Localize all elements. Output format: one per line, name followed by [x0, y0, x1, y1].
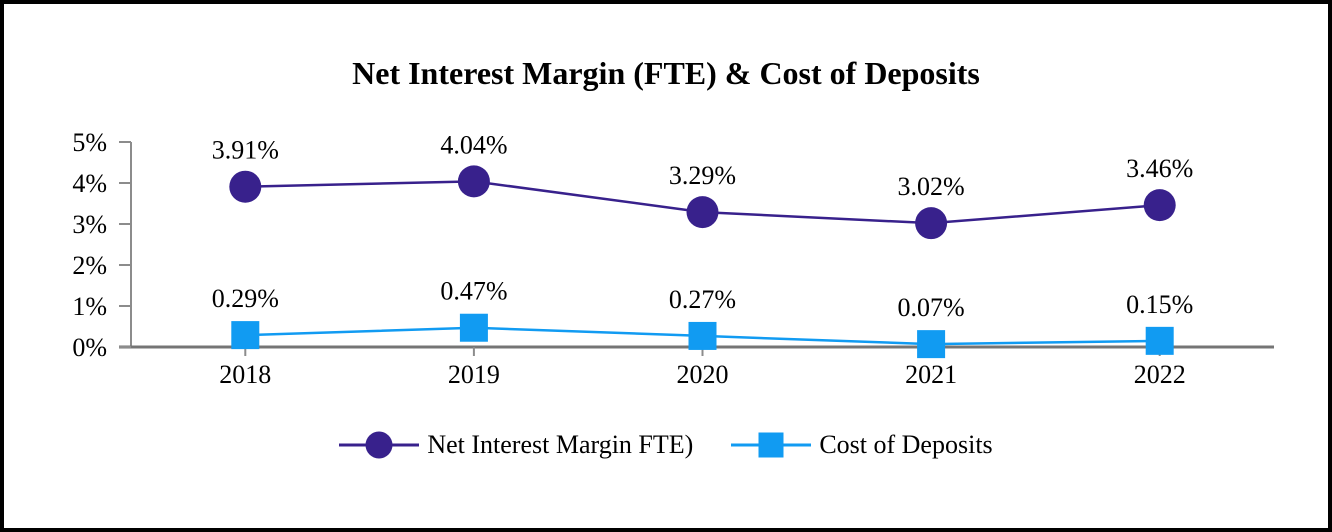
circle-marker-2022	[1143, 189, 1176, 222]
y-axis-tick-label: 2%	[72, 251, 107, 280]
circle-marker-2018	[229, 170, 262, 203]
legend-label-cost-of-deposits: Cost of Deposits	[819, 430, 993, 459]
circle-line-legend-marker-icon	[339, 431, 420, 459]
y-axis-tick-label: 3%	[72, 210, 107, 239]
square-marker-2021	[917, 330, 946, 359]
y-axis-tick-label: 5%	[72, 128, 107, 157]
legend-marker-square	[758, 432, 784, 458]
data-label-0-2019: 4.04%	[440, 130, 507, 159]
square-marker-2022	[1145, 326, 1174, 355]
legend-marker-circle	[365, 431, 393, 459]
legend-item-net-interest-margin: Net Interest Margin FTE)	[339, 428, 693, 462]
data-label-0-2021: 3.02%	[898, 172, 965, 201]
x-axis-tick-label: 2020	[677, 360, 729, 389]
chart-legend: Net Interest Margin FTE) Cost of Deposit…	[4, 428, 1328, 462]
data-label-0-2018: 3.91%	[212, 136, 279, 165]
data-label-1-2021: 0.07%	[898, 293, 965, 322]
y-axis-tick-label: 4%	[72, 169, 107, 198]
square-marker-2018	[231, 321, 260, 350]
square-line-legend-marker-icon	[731, 432, 812, 458]
x-axis-tick-label: 2019	[448, 360, 500, 389]
data-label-1-2019: 0.47%	[440, 277, 507, 306]
circle-marker-2021	[915, 207, 948, 240]
data-label-1-2020: 0.27%	[669, 285, 736, 314]
square-marker-2019	[459, 313, 488, 342]
circle-marker-2020	[686, 196, 719, 229]
y-axis-tick-label: 1%	[72, 292, 107, 321]
data-label-1-2022: 0.15%	[1126, 290, 1193, 319]
data-label-0-2020: 3.29%	[669, 161, 736, 190]
square-marker-2020	[688, 321, 717, 350]
x-axis-tick-label: 2021	[905, 360, 957, 389]
data-label-1-2018: 0.29%	[212, 284, 279, 313]
legend-item-cost-of-deposits: Cost of Deposits	[731, 428, 993, 462]
legend-label-net-interest-margin: Net Interest Margin FTE)	[427, 430, 694, 459]
x-axis-tick-label: 2018	[219, 360, 271, 389]
chart-title: Net Interest Margin (FTE) & Cost of Depo…	[352, 55, 980, 91]
circle-marker-2019	[457, 165, 490, 198]
data-label-0-2022: 3.46%	[1126, 154, 1193, 183]
x-axis-tick-label: 2022	[1134, 360, 1186, 389]
line-chart-plot-area: 0% 1% 2% 3% 4% 5% 2018 2019 2020 2021 2022 3.91% 4.0…	[72, 128, 1274, 389]
y-axis-tick-label: 0%	[72, 333, 107, 362]
